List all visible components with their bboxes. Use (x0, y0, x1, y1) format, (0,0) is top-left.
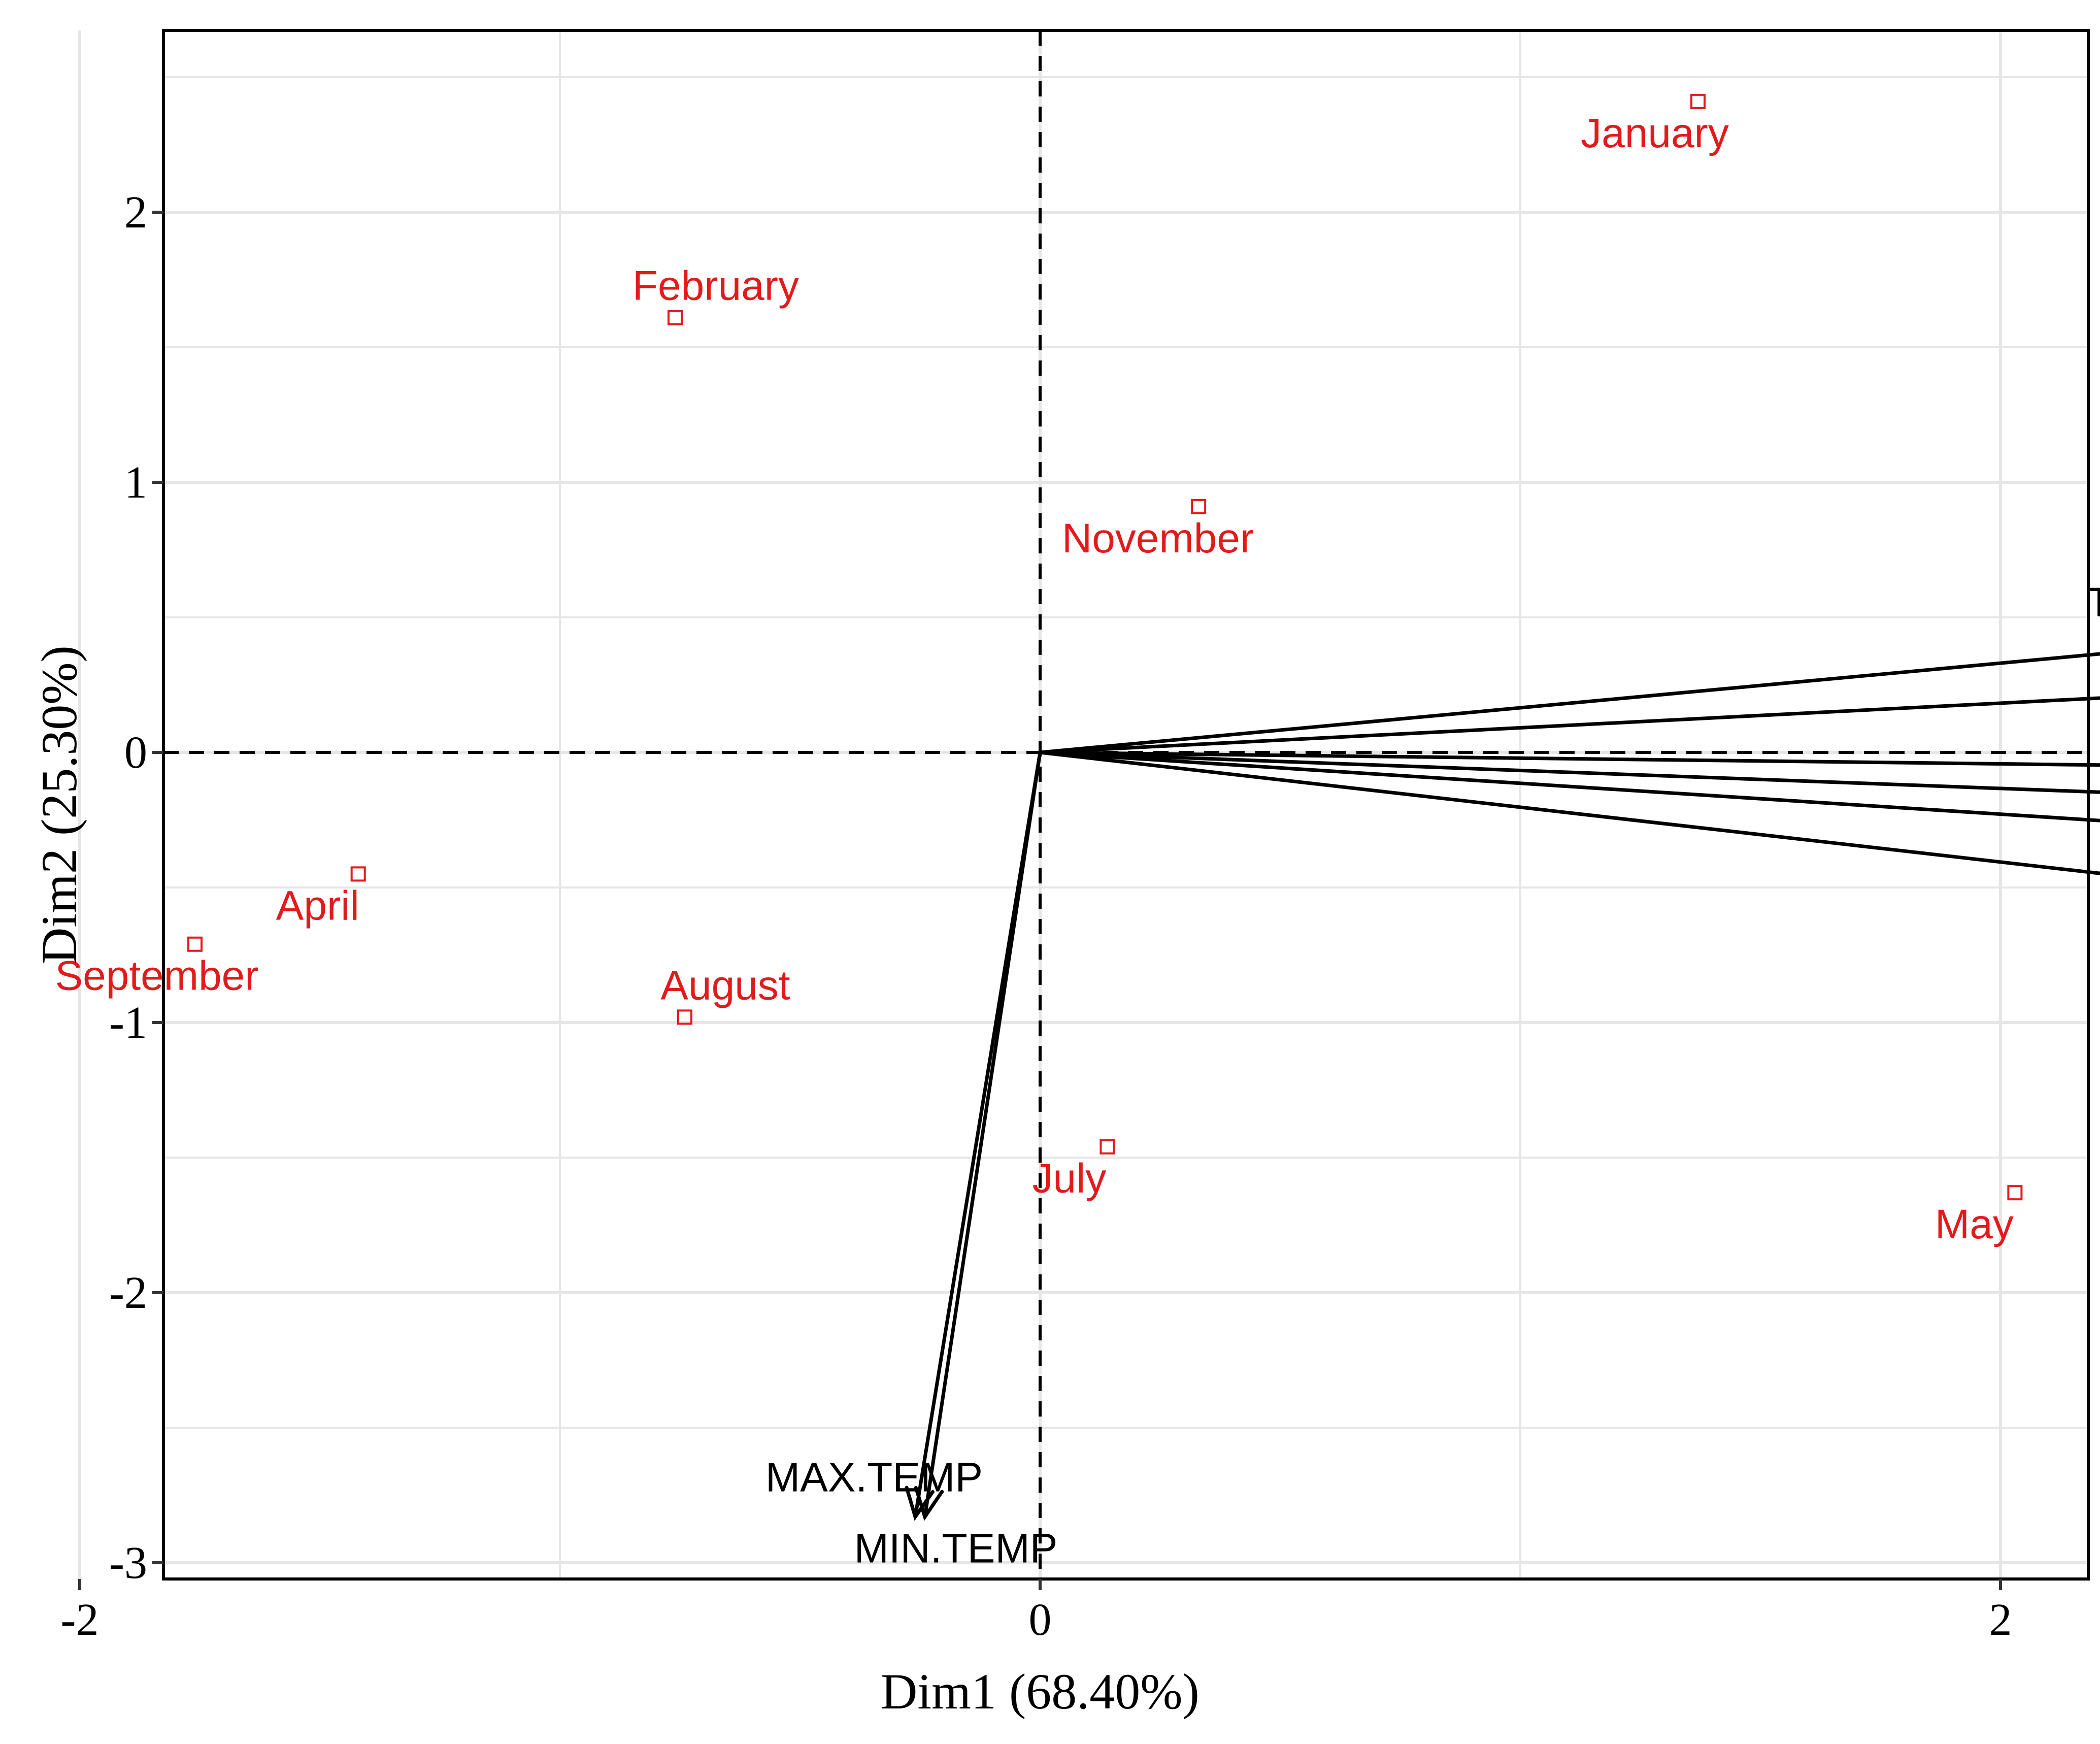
point-february (668, 310, 683, 325)
y-tick-label: 2 (124, 187, 147, 238)
point-january (1690, 93, 1706, 109)
y-tick-label: 0 (124, 728, 147, 778)
y-tick-label: -3 (109, 1538, 147, 1588)
y-tick-label: 1 (124, 457, 147, 508)
arrow-min-temp (905, 750, 1042, 1521)
x-tick-label: 0 (1029, 1595, 1052, 1645)
point-july (1099, 1139, 1115, 1155)
point-label-september: September (55, 953, 258, 999)
point-labels: TAA.FRAPTTCTFCTPCTAA.DPPHTAA.CUPRACMAX.T… (55, 110, 2100, 1572)
arrow-ttc (1038, 696, 2100, 754)
arrow-tfc (1038, 750, 2100, 767)
arrow-taa-dpph (1038, 750, 2100, 822)
reference-lines (163, 30, 2088, 1579)
x-tick-label: 2 (1989, 1595, 2012, 1645)
arrow-taa-cuprac (1038, 750, 2100, 875)
point-may (2007, 1185, 2023, 1201)
y-tick-label: -1 (109, 998, 147, 1048)
major-gridlines (78, 30, 2088, 1579)
point-november (1191, 499, 1207, 514)
point-label-july: July (1032, 1156, 1107, 1202)
variable-label-max-temp: MAX.TEMP (765, 1455, 983, 1501)
point-label-november: November (1062, 515, 1254, 562)
individual-points (187, 93, 2023, 1201)
point-label-april: April (276, 882, 359, 929)
arrow-taa-frap (1038, 652, 2100, 754)
point-label-february: February (632, 262, 799, 309)
y-tick-label: -2 (109, 1268, 147, 1318)
variable-arrows (905, 652, 2100, 1521)
x-axis-title: Dim1 (68.40%) (881, 1663, 1199, 1720)
point-august (677, 1009, 692, 1025)
arrow-tpc (1038, 750, 2100, 794)
point-september (187, 936, 203, 952)
variable-label-min-temp: MIN.TEMP (854, 1526, 1058, 1572)
point-april (350, 866, 366, 882)
minor-gridlines (163, 30, 2088, 1579)
y-axis-title: Dim2 (25.30%) (31, 645, 87, 964)
plot-panel-border (162, 29, 2090, 1581)
x-tick-label: -2 (61, 1595, 99, 1645)
point-label-january: January (1581, 110, 1729, 156)
point-label-may: May (1935, 1201, 2014, 1247)
point-label-august: August (660, 962, 790, 1008)
